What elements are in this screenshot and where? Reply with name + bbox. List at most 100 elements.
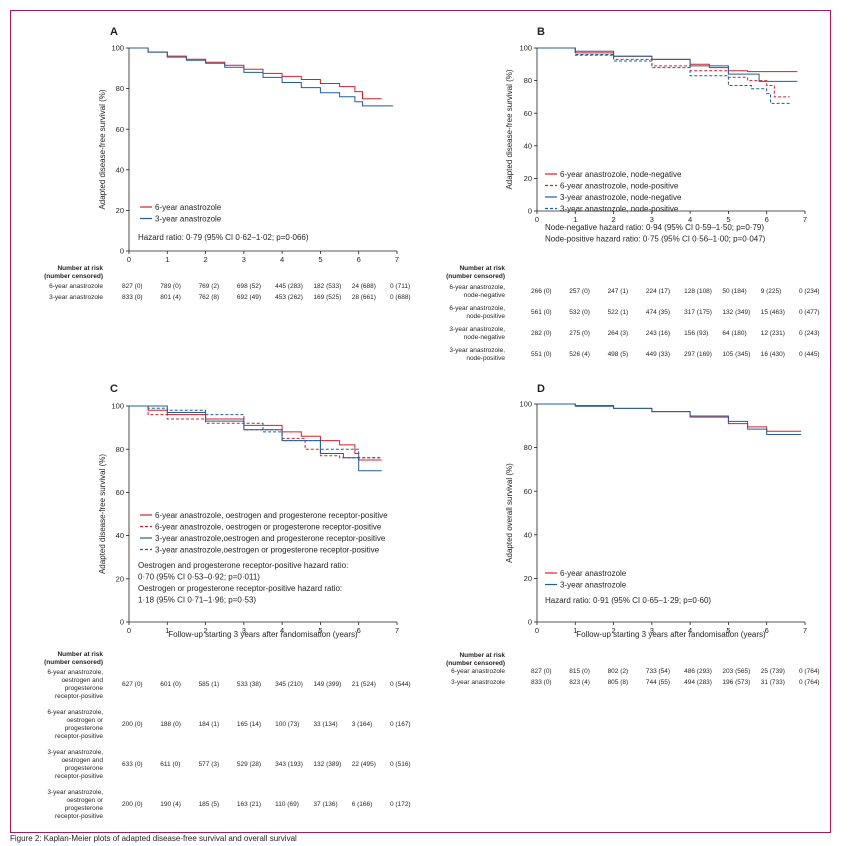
- risk-value: 257 (0): [569, 288, 590, 295]
- legend-label: 6-year anastrozole: [560, 569, 627, 578]
- risk-value: 184 (1): [199, 721, 220, 728]
- risk-value: 833 (0): [531, 679, 552, 686]
- risk-value: 526 (4): [569, 351, 590, 358]
- x-tick-label: 4: [280, 626, 284, 635]
- x-tick-label: 6: [765, 626, 769, 635]
- risk-value: 762 (8): [199, 294, 220, 301]
- y-tick-label: 20: [116, 206, 124, 215]
- risk-value: 132 (349): [722, 309, 750, 316]
- risk-row-label: 6-year anastrozole,: [449, 305, 505, 312]
- legend-label: 6-year anastrozole, oestrogen and proges…: [155, 511, 388, 520]
- x-tick-label: 3: [650, 626, 654, 635]
- hazard-ratio-text: 1·18 (95% CI 0·71–1·96; p=0·53): [138, 596, 256, 605]
- risk-row-label: 3-year anastrozole,: [449, 326, 505, 333]
- risk-row-label: oestrogen or: [67, 797, 104, 804]
- panel-letter: C: [110, 383, 118, 395]
- x-tick-label: 3: [650, 215, 654, 224]
- x-tick-label: 6: [357, 626, 361, 635]
- risk-value: 611 (0): [160, 761, 180, 768]
- x-axis-title: Follow-up starting 3 years after randomi…: [168, 630, 358, 639]
- chart-panel-c: C 0 20 40 60 80 100 0 1 2 3 4 5 6 7 Adapted disease-fre…: [44, 383, 410, 820]
- risk-value: 494 (283): [684, 679, 712, 686]
- x-tick-label: 7: [803, 215, 807, 224]
- x-tick-label: 1: [165, 255, 169, 264]
- risk-value: 28 (661): [352, 294, 376, 301]
- risk-row-label: 3-year anastrozole,: [47, 789, 103, 796]
- risk-value: 188 (0): [160, 721, 181, 728]
- risk-value: 165 (14): [237, 721, 261, 728]
- risk-value: 0 (243): [799, 330, 820, 337]
- risk-value: 0 (172): [390, 801, 411, 808]
- hazard-ratio-text: Oestrogen and progesterone receptor-posi…: [138, 561, 348, 570]
- panel-letter: B: [537, 26, 545, 38]
- y-tick-label: 0: [120, 618, 124, 627]
- risk-value: 275 (0): [569, 330, 590, 337]
- risk-row-label: oestrogen or: [67, 717, 104, 724]
- risk-row-label: receptor-positive: [55, 733, 103, 740]
- x-tick-label: 0: [127, 626, 131, 635]
- hazard-ratio-text: 0·70 (95% CI 0·53–0·92; p=0·011): [138, 573, 260, 582]
- risk-value: 100 (73): [275, 721, 299, 728]
- risk-value: 561 (0): [531, 309, 552, 316]
- risk-value: 169 (525): [313, 294, 341, 301]
- risk-value: 0 (764): [799, 679, 820, 686]
- x-tick-label: 0: [535, 626, 539, 635]
- x-tick-label: 2: [611, 626, 615, 635]
- legend-label: 3-year anastrozole: [560, 581, 627, 590]
- x-tick-label: 7: [803, 626, 807, 635]
- y-tick-label: 60: [524, 109, 532, 118]
- risk-value: 445 (283): [275, 283, 303, 290]
- risk-row-label: 6-year anastrozole,: [449, 284, 505, 291]
- risk-value: 453 (262): [275, 294, 303, 301]
- risk-value: 0 (688): [390, 294, 411, 301]
- x-tick-label: 7: [395, 255, 399, 264]
- x-tick-label: 6: [765, 215, 769, 224]
- risk-value: 3 (164): [352, 721, 373, 728]
- risk-value: 9 (225): [761, 288, 782, 295]
- risk-value: 200 (0): [122, 721, 143, 728]
- risk-row-label: progesterone: [65, 685, 104, 692]
- risk-value: 282 (0): [531, 330, 552, 337]
- risk-value: 827 (0): [122, 283, 143, 290]
- x-tick-label: 1: [573, 626, 577, 635]
- risk-value: 827 (0): [531, 668, 552, 675]
- y-tick-label: 40: [116, 165, 124, 174]
- x-tick-label: 3: [242, 255, 246, 264]
- x-tick-label: 0: [127, 255, 131, 264]
- legend-label: 3-year anastrozole,oestrogen and progest…: [155, 534, 386, 543]
- risk-value: 22 (495): [352, 761, 376, 768]
- chart-panel-a: A 0 20 40 60 80 100 0 1 2 3 4 5 6 7 Adapted disease-fre…: [44, 26, 410, 301]
- y-tick-label: 20: [524, 574, 532, 583]
- x-tick-label: 2: [611, 215, 615, 224]
- risk-value: 833 (0): [122, 294, 143, 301]
- y-tick-label: 40: [524, 141, 532, 150]
- risk-value: 190 (4): [160, 801, 181, 808]
- x-tick-label: 5: [726, 215, 730, 224]
- risk-row-label: node-positive: [466, 355, 505, 362]
- risk-value: 633 (0): [122, 761, 143, 768]
- y-axis-title: Adapted overall survival (%): [505, 463, 514, 563]
- risk-row-label: oestrogen and: [61, 677, 103, 684]
- chart-panel-b: B 0 20 40 60 80 100 0 1 2 3 4 5 6 7 Adapted disease-fre…: [446, 26, 819, 362]
- y-tick-label: 60: [524, 487, 532, 496]
- legend-label: 3-year anastrozole, node-negative: [560, 193, 682, 202]
- risk-table-header: (number censored): [44, 273, 103, 280]
- risk-value: 24 (688): [352, 283, 376, 290]
- y-tick-label: 100: [519, 400, 532, 409]
- risk-value: 769 (2): [199, 283, 220, 290]
- risk-value: 529 (28): [237, 761, 261, 768]
- x-tick-label: 5: [726, 626, 730, 635]
- risk-row-label: 6-year anastrozole,: [47, 669, 103, 676]
- risk-row-label: progesterone: [65, 765, 104, 772]
- x-tick-label: 4: [688, 215, 692, 224]
- km-curve-2: [537, 403, 802, 435]
- hazard-ratio-text: Oestrogen or progesterone receptor-posit…: [138, 584, 342, 593]
- risk-row-label: node-positive: [466, 313, 505, 320]
- risk-row-label: progesterone: [65, 725, 104, 732]
- risk-value: 522 (1): [608, 309, 629, 316]
- risk-row-label: 6-year anastrozole,: [47, 709, 103, 716]
- risk-value: 6 (166): [352, 801, 373, 808]
- km-curve-3: [129, 405, 382, 472]
- risk-value: 132 (389): [313, 761, 341, 768]
- x-tick-label: 5: [318, 255, 322, 264]
